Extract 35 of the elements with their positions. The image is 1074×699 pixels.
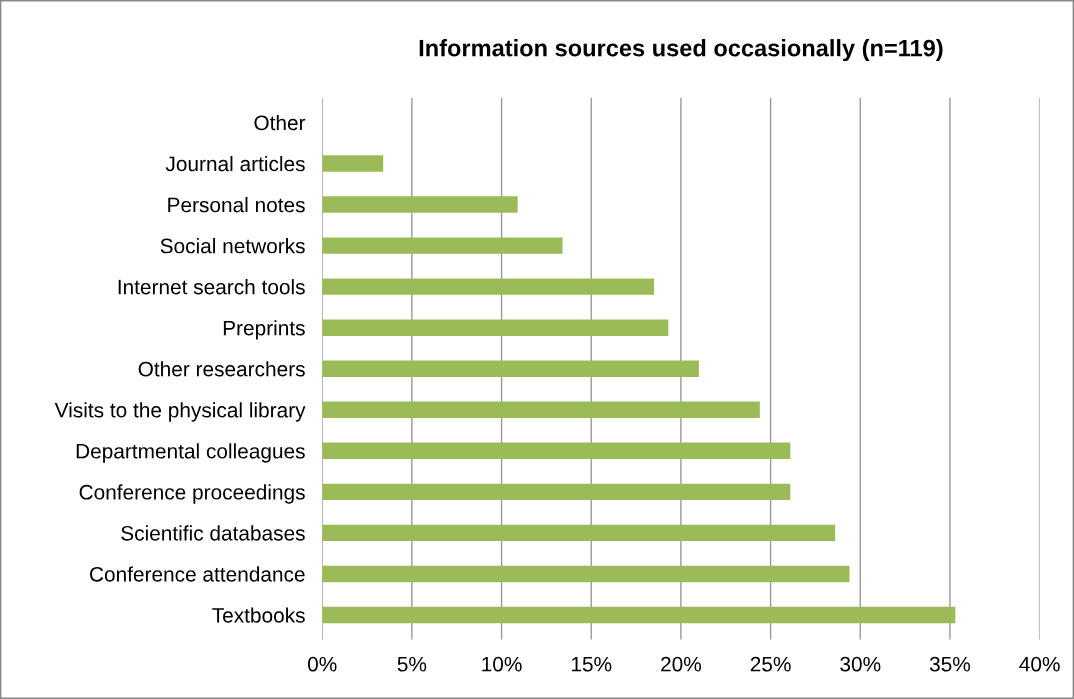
x-tick-label: 35%	[929, 656, 971, 672]
bar	[322, 360, 699, 377]
y-tick-label: Personal notes	[168, 197, 305, 213]
bar	[322, 319, 669, 336]
x-tick-label: 10%	[482, 656, 522, 672]
y-tick-label: Conference attendance	[90, 566, 305, 582]
y-tick-label: Internet search tools	[118, 279, 305, 295]
bar	[322, 278, 655, 295]
y-tick-label: Preprints	[223, 320, 305, 340]
chart-title: Information sources used occasionally (n=119)	[419, 39, 943, 62]
x-tick-label: 20%	[661, 656, 702, 672]
x-tick-label: 25%	[750, 656, 791, 672]
y-tick-label: Other researchers	[138, 361, 305, 377]
x-tick-label: 15%	[571, 656, 612, 672]
y-tick-label: Textbooks	[212, 607, 305, 623]
bar	[322, 442, 791, 460]
y-tick-label: Other	[254, 114, 306, 131]
x-tick-label: 30%	[840, 656, 881, 672]
y-tick-label: Social networks	[160, 238, 305, 254]
x-tick-label: 5%	[397, 656, 427, 672]
bar	[322, 524, 836, 542]
bar	[322, 483, 791, 501]
x-tick-label: 40%	[1019, 656, 1060, 672]
y-tick-label: Conference proceedings	[79, 484, 305, 504]
bar	[322, 237, 563, 254]
y-tick-label: Visits to the physical library	[54, 402, 306, 422]
bar	[322, 565, 850, 583]
bar	[322, 155, 384, 172]
bar	[322, 196, 518, 213]
bar	[322, 401, 760, 418]
y-tick-label: Departmental colleagues	[76, 443, 305, 463]
bar	[322, 606, 956, 624]
y-tick-label: Journal articles	[165, 155, 305, 172]
x-tick-label: 0%	[307, 656, 337, 672]
y-tick-label: Scientific databases	[121, 525, 305, 541]
